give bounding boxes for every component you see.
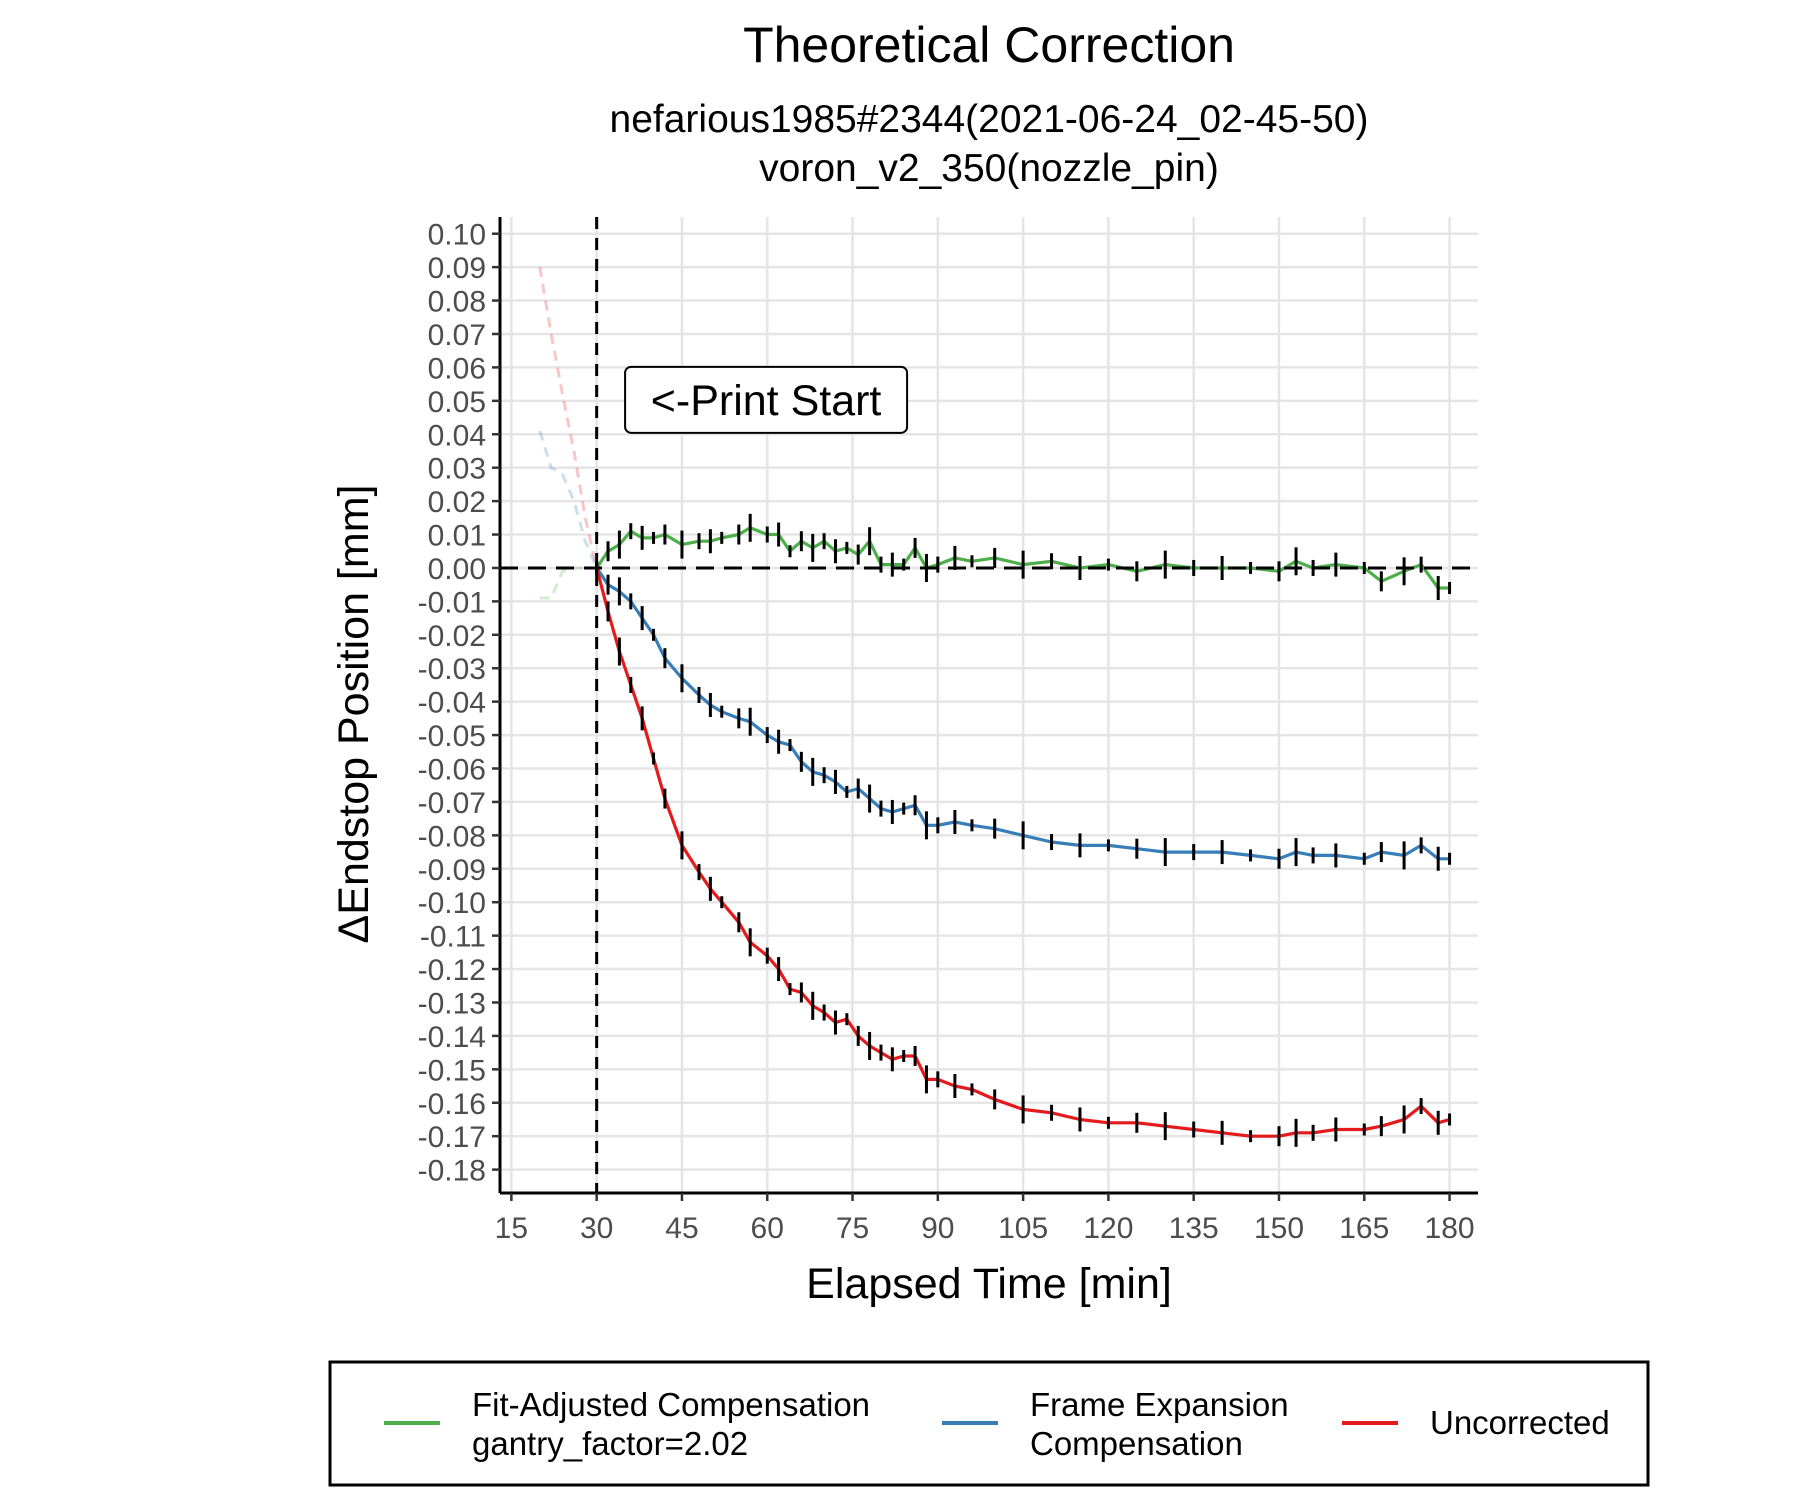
x-tick-label: 15: [495, 1212, 528, 1245]
legend-label: Fit-Adjusted Compensation: [472, 1386, 870, 1423]
series-lines: [595, 513, 1452, 1147]
y-tick-label: -0.10: [418, 887, 486, 920]
y-tick-label: -0.05: [418, 720, 486, 753]
y-tick-label: -0.09: [418, 854, 486, 887]
reference-lines: [500, 217, 1478, 1193]
y-tick-label: 0.04: [428, 419, 486, 452]
annotation-box: [624, 365, 909, 434]
x-tick-label: 120: [1083, 1212, 1133, 1245]
y-tick-label: 0.08: [428, 286, 486, 319]
y-tick-label: -0.16: [418, 1088, 486, 1121]
y-tick-label: -0.01: [418, 586, 486, 619]
pre-print-line: [538, 266, 599, 569]
grid: [500, 217, 1478, 1193]
x-tick-label: 165: [1339, 1212, 1389, 1245]
y-tick-label: -0.12: [418, 954, 486, 987]
legend: Fit-Adjusted Compensationgantry_factor=2…: [328, 1360, 1650, 1487]
x-tick-label: 75: [836, 1212, 869, 1245]
axes: 0.100.090.080.070.060.050.040.030.020.01…: [418, 217, 1478, 1245]
y-tick-label: 0.09: [428, 252, 486, 285]
y-tick-label: -0.06: [418, 754, 486, 787]
y-tick-label: -0.02: [418, 620, 486, 653]
y-tick-label: -0.07: [418, 787, 486, 820]
y-tick-label: 0.00: [428, 553, 486, 586]
x-tick-label: 30: [580, 1212, 613, 1245]
legend-label: Frame Expansion: [1030, 1386, 1289, 1423]
chart-title: Theoretical Correction: [743, 17, 1235, 73]
annotation-text: <-Print Start: [651, 377, 882, 425]
y-tick-label: -0.11: [420, 921, 486, 954]
x-tick-label: 105: [998, 1212, 1048, 1245]
x-tick-label: 60: [751, 1212, 784, 1245]
y-tick-label: 0.02: [428, 486, 486, 519]
chart-subtitle-line-1: nefarious1985#2344(2021-06-24_02-45-50): [610, 98, 1369, 141]
legend-label: gantry_factor=2.02: [472, 1425, 748, 1462]
y-tick-label: -0.17: [418, 1121, 486, 1154]
x-tick-label: 90: [921, 1212, 954, 1245]
x-tick-label: 150: [1254, 1212, 1304, 1245]
y-tick-label: -0.18: [418, 1155, 486, 1188]
pre-print-lines: [538, 266, 599, 600]
y-tick-label: -0.14: [418, 1021, 486, 1054]
pre-print-line: [539, 566, 597, 600]
y-tick-label: 0.05: [428, 386, 486, 419]
legend-label: Uncorrected: [1430, 1404, 1610, 1441]
annotation: <-Print Start: [624, 365, 909, 434]
y-tick-label: 0.01: [428, 520, 486, 553]
y-tick-label: -0.04: [418, 687, 486, 720]
pre-print-line: [538, 430, 599, 569]
x-tick-label: 135: [1169, 1212, 1219, 1245]
y-tick-label: 0.10: [428, 219, 486, 252]
x-tick-label: 45: [665, 1212, 698, 1245]
legend-label: Compensation: [1030, 1425, 1243, 1462]
y-tick-label: -0.08: [418, 820, 486, 853]
y-tick-label: -0.03: [418, 653, 486, 686]
chart-subtitle-line-2: voron_v2_350(nozzle_pin): [759, 147, 1219, 190]
y-tick-label: -0.15: [418, 1054, 486, 1087]
y-tick-label: 0.03: [428, 453, 486, 486]
y-tick-label: 0.06: [428, 352, 486, 385]
y-axis-label: ΔEndstop Position [mm]: [330, 485, 378, 944]
y-tick-label: -0.13: [418, 987, 486, 1020]
titles: Theoretical Correction nefarious1985#234…: [330, 17, 1368, 1308]
y-tick-label: 0.07: [428, 319, 486, 352]
x-axis-label: Elapsed Time [min]: [806, 1260, 1172, 1308]
x-tick-label: 180: [1425, 1212, 1475, 1245]
